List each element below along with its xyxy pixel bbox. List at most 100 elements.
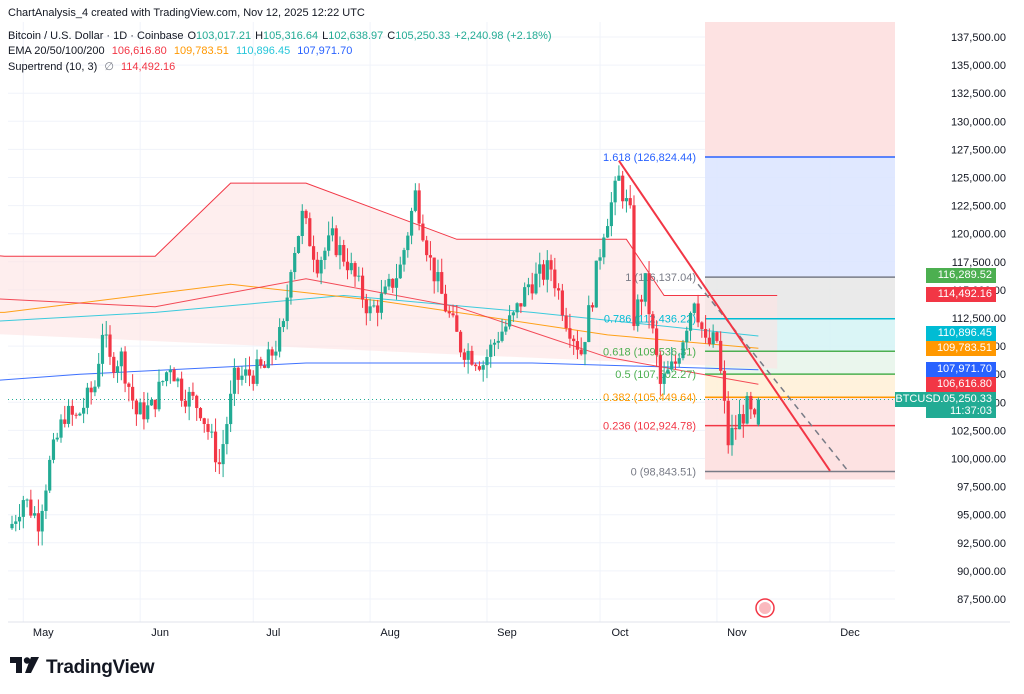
candle-body (666, 369, 670, 374)
candle-body (391, 278, 395, 288)
candle-body (360, 275, 365, 300)
candle-body (364, 299, 368, 314)
candle-body (274, 351, 278, 356)
candle-body (270, 349, 274, 356)
candle-body (662, 373, 666, 384)
candle-body (376, 305, 380, 313)
candle-body (123, 351, 127, 384)
close-value: 105,250.33 (395, 30, 451, 42)
candle-body (323, 250, 327, 261)
risk-zone-bottom (705, 471, 895, 480)
fib-label-0.786: 0.786 (112,436.22) (604, 314, 696, 326)
ema100-line (0, 294, 759, 337)
candle-body (372, 305, 376, 307)
y-tick-label: 117,500.00 (952, 257, 1006, 269)
candle-body (349, 263, 353, 271)
candle-body (553, 269, 557, 289)
supertrend-legend[interactable]: Supertrend (10, 3) ∅ 114,492.16 (8, 60, 179, 73)
price-label-5: 106,616.80 (926, 377, 996, 392)
candle-body (78, 413, 82, 416)
candle-body (621, 175, 625, 202)
candle-body (628, 198, 632, 206)
candle-body (21, 500, 25, 517)
x-tick-label: Oct (611, 627, 628, 639)
candle-body (643, 273, 647, 302)
candle-body (394, 278, 399, 288)
candle-body (293, 252, 297, 273)
y-tick-label: 90,000.00 (957, 566, 1006, 578)
candle-body (304, 210, 308, 219)
x-tick-label: Nov (727, 627, 747, 639)
candle-body (357, 275, 361, 277)
candle-body (168, 369, 172, 373)
supertrend-label[interactable]: Supertrend (10, 3) (8, 61, 98, 73)
candle-body (63, 419, 67, 424)
ohlc-legend[interactable]: Bitcoin / U.S. Dollar · 1D · Coinbase O10… (8, 30, 556, 42)
supertrend-down-line (0, 182, 778, 296)
downtrend-line (618, 160, 831, 472)
ema-legend[interactable]: EMA 20/50/100/200 106,616.80 109,783.51 … (8, 45, 356, 57)
candle-body (180, 378, 184, 401)
ema20-line (0, 278, 759, 385)
candle-body (14, 521, 18, 524)
candle-body (379, 293, 384, 313)
candle-body (587, 305, 591, 343)
high-label: H (255, 30, 264, 42)
candle-body (605, 226, 610, 238)
candle-body (240, 375, 244, 380)
candle-body (187, 391, 191, 407)
candle-body (545, 260, 549, 280)
candle-body (654, 328, 659, 356)
candle-body (217, 462, 221, 465)
supertrend-hidden-icon[interactable]: ∅ (104, 61, 114, 73)
risk-zone-top (705, 22, 895, 157)
y-tick-label: 125,000.00 (951, 173, 1006, 185)
candle-body (462, 352, 466, 360)
candle-body (632, 205, 636, 327)
symbol-name[interactable]: Bitcoin / U.S. Dollar · 1D · Coinbase (8, 30, 184, 42)
candle-body (549, 260, 553, 270)
candle-body (198, 408, 203, 419)
candle-body (590, 305, 595, 308)
candle-body (639, 299, 644, 302)
x-tick-label: Aug (380, 627, 400, 639)
candle-body (474, 364, 478, 367)
candle-body (353, 263, 357, 277)
candle-body (176, 378, 180, 382)
candle-body (255, 359, 259, 384)
x-tick-label: Jun (151, 627, 169, 639)
candle-body (658, 355, 662, 384)
y-tick-label: 112,500.00 (952, 313, 1006, 325)
candle-body (338, 245, 342, 256)
candle-body (97, 363, 101, 387)
candle-body (244, 369, 248, 376)
candle-body (172, 369, 176, 382)
candle-body (647, 273, 651, 315)
candle-body (477, 366, 482, 370)
candle-body (33, 513, 37, 516)
price-label-2: 110,896.45 (926, 326, 996, 341)
candle-body (82, 407, 86, 414)
candle-body (48, 459, 52, 491)
candle-body (368, 306, 372, 314)
candle-body (753, 409, 757, 415)
x-tick-label: May (33, 627, 54, 639)
candle-body (153, 399, 157, 410)
candle-body (511, 312, 515, 316)
ema50-value: 109,783.51 (173, 45, 229, 57)
candle-body (609, 202, 613, 227)
candle-body (598, 257, 602, 261)
price-label-3: 109,783.51 (926, 341, 996, 356)
candle-body (602, 237, 606, 258)
change-value: +2,240.98 (+2.18%) (454, 30, 552, 42)
tradingview-logo[interactable]: TradingView (10, 657, 155, 679)
x-tick-label: Sep (497, 627, 517, 639)
candle-body (466, 350, 470, 360)
candle-body (425, 240, 429, 256)
y-tick-label: 87,500.00 (957, 594, 1006, 606)
candle-body (436, 272, 440, 282)
candle-body (594, 260, 598, 308)
candle-body (719, 340, 723, 371)
ema-label[interactable]: EMA 20/50/100/200 (8, 45, 105, 57)
candle-body (523, 287, 527, 307)
